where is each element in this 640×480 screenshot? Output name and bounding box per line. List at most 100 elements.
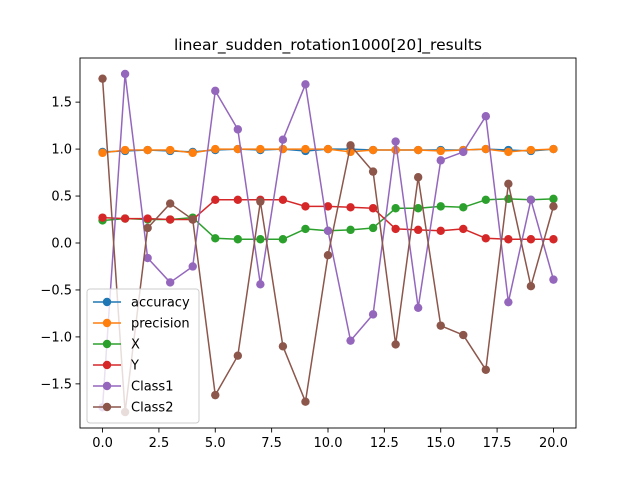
data-point-x xyxy=(233,235,243,244)
data-point-class2 xyxy=(549,202,558,211)
data-point-x xyxy=(368,223,378,233)
legend-swatch-marker xyxy=(102,360,112,370)
data-point-y xyxy=(391,224,400,234)
data-point-class2 xyxy=(526,282,536,291)
data-point-precision xyxy=(98,148,107,158)
data-point-y xyxy=(165,215,175,224)
legend-item-precision: precision xyxy=(93,317,190,332)
x-tick-label: 12.5 xyxy=(370,436,399,451)
data-point-class1 xyxy=(211,86,220,96)
y-tick-label: 0.0 xyxy=(51,237,72,252)
chart-title: linear_sudden_rotation1000[20]_results xyxy=(174,36,482,55)
data-point-class2 xyxy=(211,390,220,400)
data-point-y xyxy=(504,235,513,244)
x-tick-label: 15.0 xyxy=(426,436,455,451)
y-tick-label: 1.5 xyxy=(51,96,72,111)
data-point-class1 xyxy=(323,226,333,235)
data-point-class2 xyxy=(188,215,197,224)
data-point-x xyxy=(211,234,220,243)
data-point-class2 xyxy=(301,397,310,406)
data-point-class1 xyxy=(549,275,558,284)
data-point-class1 xyxy=(143,253,152,263)
data-point-class1 xyxy=(188,262,197,271)
axes-layer: 0.0 2.5 5.0 7.5 10.0 12.5 15.0 17.5 20.0 1.5 1.0 0.… xyxy=(40,57,577,451)
data-point-y xyxy=(120,214,130,223)
x-tick-label: 17.5 xyxy=(483,436,512,451)
data-point-x xyxy=(413,204,423,213)
data-point-precision xyxy=(143,145,152,155)
data-point-precision xyxy=(504,147,513,157)
data-point-y xyxy=(98,213,107,222)
y-tick-label: −1.5 xyxy=(40,377,72,392)
data-point-class2 xyxy=(459,330,468,340)
data-point-y xyxy=(346,203,355,212)
x-tick-label: 2.5 xyxy=(149,436,170,451)
data-point-y xyxy=(436,226,445,235)
data-point-x xyxy=(301,224,310,234)
data-point-class1 xyxy=(165,278,175,287)
data-point-x xyxy=(256,235,265,244)
data-point-y xyxy=(301,202,310,211)
series-class1 xyxy=(98,69,558,412)
data-point-precision xyxy=(120,145,130,155)
data-point-class1 xyxy=(233,125,243,134)
legend: accuracy precision XY Class1 Class2 xyxy=(86,288,200,424)
data-point-y xyxy=(211,195,220,204)
data-point-y xyxy=(481,234,491,243)
data-point-class2 xyxy=(165,199,175,208)
legend-swatch-marker xyxy=(102,318,112,328)
data-point-x xyxy=(436,202,445,211)
data-point-y xyxy=(368,204,378,213)
data-point-precision xyxy=(368,145,378,155)
series-layer xyxy=(98,69,558,417)
legend-label: Class1 xyxy=(131,380,173,395)
legend-item-x: X xyxy=(93,338,140,353)
y-tick-label: −1.0 xyxy=(40,330,72,345)
y-tick-label: 0.5 xyxy=(51,190,72,205)
legend-item-class2: Class2 xyxy=(93,401,173,416)
data-point-y xyxy=(278,195,288,204)
data-point-class2 xyxy=(368,167,378,176)
data-point-class2 xyxy=(278,342,288,351)
data-point-x xyxy=(549,194,558,204)
x-tick-label: 20.0 xyxy=(539,436,568,451)
data-point-precision xyxy=(188,148,197,158)
legend-label: Class2 xyxy=(131,401,173,416)
legend-swatch-marker xyxy=(102,297,112,307)
legend-swatch-marker xyxy=(102,381,112,391)
data-point-precision xyxy=(526,145,536,155)
data-point-precision xyxy=(165,145,175,155)
data-point-class1 xyxy=(256,280,265,289)
data-point-x xyxy=(391,204,400,213)
legend-item-class1: Class1 xyxy=(93,380,173,395)
legend-swatch-marker xyxy=(102,339,112,349)
data-point-class1 xyxy=(413,303,423,312)
legend-item-y: Y xyxy=(93,359,139,374)
y-tick-label: 1.0 xyxy=(51,143,72,158)
data-point-x xyxy=(346,225,355,235)
data-point-class1 xyxy=(459,147,468,157)
data-point-class1 xyxy=(481,112,491,121)
legend-item-accuracy: accuracy xyxy=(93,296,190,311)
data-point-class2 xyxy=(143,223,152,233)
data-point-precision xyxy=(436,146,445,156)
data-point-x xyxy=(278,235,288,244)
data-point-precision xyxy=(323,144,333,154)
data-point-precision xyxy=(256,144,265,154)
series-precision xyxy=(98,144,558,158)
data-point-class1 xyxy=(391,137,400,146)
data-point-y xyxy=(549,235,558,244)
data-point-class2 xyxy=(413,173,423,182)
series-class2 xyxy=(98,74,558,417)
data-point-class2 xyxy=(233,351,243,360)
data-point-y xyxy=(413,225,423,235)
data-point-class2 xyxy=(504,179,513,189)
data-point-y xyxy=(323,202,333,211)
data-point-precision xyxy=(211,144,220,154)
data-point-class2 xyxy=(346,141,355,150)
data-point-x xyxy=(481,195,491,204)
data-point-class2 xyxy=(391,340,400,349)
y-tick-label: −0.5 xyxy=(40,283,72,298)
data-point-precision xyxy=(549,144,558,154)
